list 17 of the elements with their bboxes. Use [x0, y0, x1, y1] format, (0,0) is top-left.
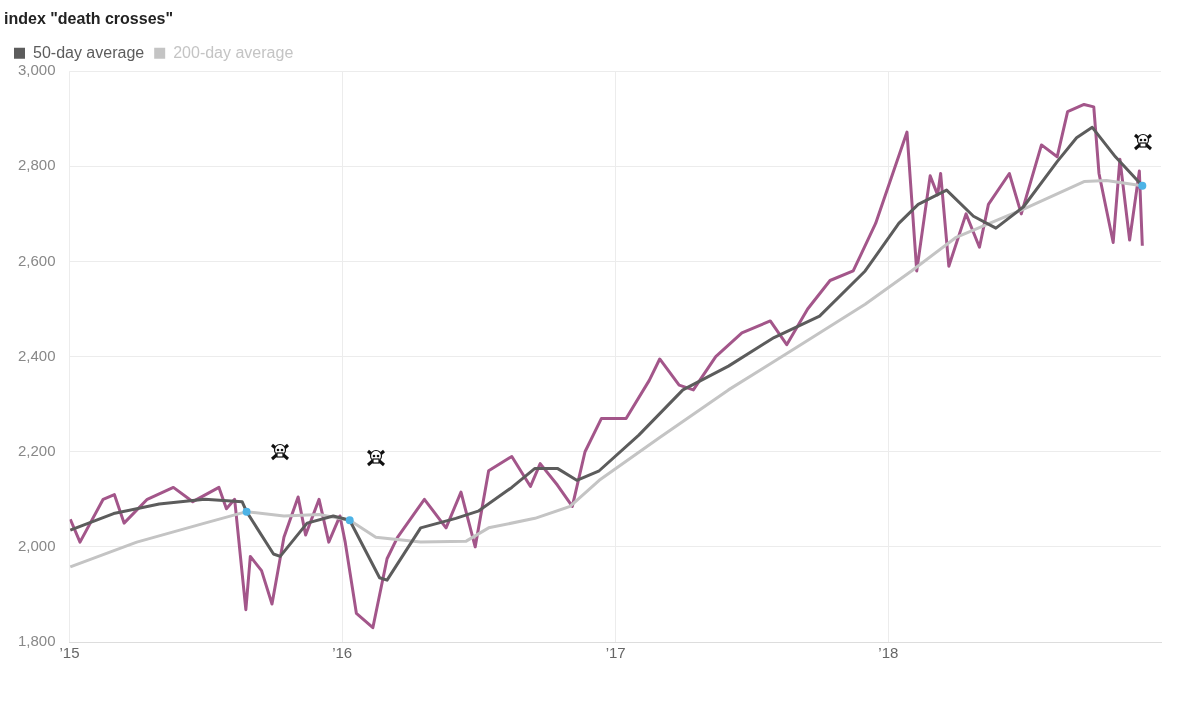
- chart-title: index "death crosses": [4, 10, 174, 28]
- point: [345, 516, 354, 525]
- x-tick-label: ’18: [878, 644, 899, 662]
- y-tick-label: 3,000: [17, 61, 56, 79]
- x-tick-label: ’16: [332, 644, 353, 662]
- legend-label: 200-day average: [173, 43, 294, 61]
- x-tick-label: ’15: [59, 644, 80, 662]
- y-tick-label: 2,600: [17, 251, 56, 269]
- y-tick-label: 2,200: [17, 441, 56, 459]
- legend-label: 50-day average: [33, 43, 145, 61]
- y-tick-label: 2,800: [17, 156, 56, 174]
- point: [242, 507, 251, 516]
- x-tick-label: ’17: [605, 644, 626, 662]
- point: [1138, 181, 1147, 190]
- y-tick-label: 2,400: [17, 346, 56, 364]
- y-tick-label: 1,800: [17, 632, 56, 650]
- y-tick-label: 2,000: [17, 537, 56, 555]
